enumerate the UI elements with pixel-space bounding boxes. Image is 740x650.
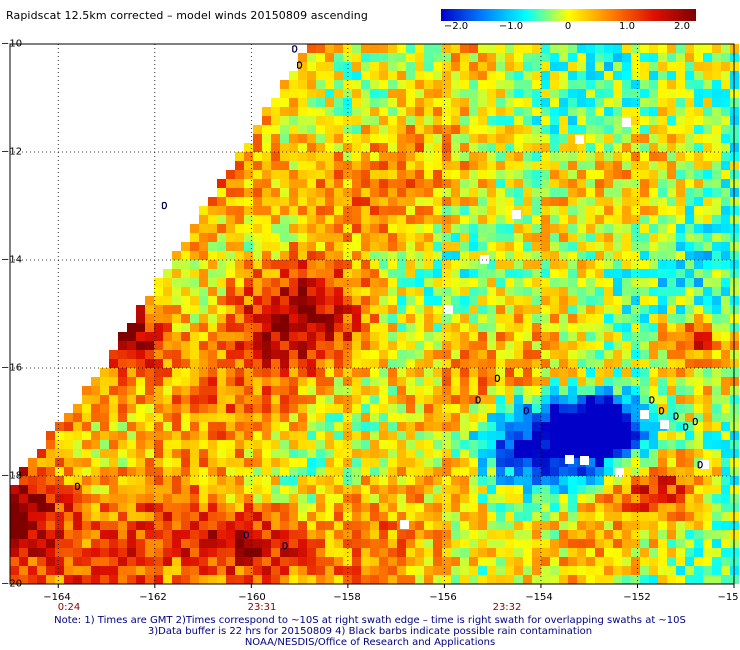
colorbar-gradient <box>441 9 696 21</box>
footnote-times: Note: 1) Times are GMT 2)Times correspon… <box>54 615 686 626</box>
rain-flag-mark <box>523 407 530 415</box>
missing-data-cell <box>622 118 631 127</box>
lat-label-10: −10 <box>1 38 23 50</box>
colorbar-label-neg2: −2.0 <box>443 21 469 32</box>
missing-data-cell <box>565 455 574 464</box>
colorbar-label-pos2: 2.0 <box>674 21 690 32</box>
rain-flag-mark <box>697 461 703 469</box>
rain-flag-mark <box>292 45 298 53</box>
colorbar-label-zero: 0 <box>564 21 572 32</box>
time-label-2331: 23:31 <box>247 602 277 613</box>
lon-label-162: −162 <box>139 592 167 603</box>
lat-label-14: −14 <box>1 254 23 266</box>
rain-flag-mark <box>683 423 689 431</box>
time-label-0024: 0:24 <box>57 602 81 613</box>
lon-label-164: −164 <box>43 592 71 603</box>
missing-data-cell <box>615 468 624 477</box>
footnote-credit: NOAA/NESDIS/Office of Research and Appli… <box>244 637 496 648</box>
map-title: Rapidscat 12.5km corrected – model winds… <box>6 9 368 22</box>
rain-flag-mark <box>282 542 288 550</box>
rain-flag-mark <box>297 61 303 69</box>
rain-flag-mark <box>74 482 81 491</box>
rain-flag-mark <box>659 407 665 415</box>
lon-label-150: −15 <box>717 592 739 603</box>
wind-difference-field <box>10 44 739 584</box>
lat-label-18: −18 <box>1 470 23 482</box>
lon-label-152: −152 <box>623 592 651 603</box>
missing-data-cell <box>580 456 589 465</box>
rain-flag-mark <box>494 374 501 383</box>
missing-data-cell <box>640 410 649 419</box>
lat-label-16: −16 <box>1 362 23 374</box>
missing-data-cell <box>480 255 489 264</box>
rain-flag-mark <box>243 531 250 539</box>
lon-label-158: −158 <box>333 592 361 603</box>
colorbar-label-pos1: 1.0 <box>619 21 635 32</box>
colorbar-label-neg1: −1.0 <box>498 21 524 32</box>
graticule <box>10 44 734 584</box>
rain-flag-mark <box>475 396 481 404</box>
missing-data-cell <box>400 520 409 529</box>
map-frame <box>9 43 735 585</box>
missing-data-cell <box>444 305 453 314</box>
rain-flag-mark <box>161 201 168 210</box>
missing-data-cell <box>512 210 521 219</box>
rain-flag-mark <box>692 417 698 426</box>
lon-label-160: −160 <box>238 592 266 603</box>
lon-label-154: −154 <box>525 592 553 603</box>
footnote-buffer: 3)Data buffer is 22 hrs for 20150809 4) … <box>147 626 593 637</box>
lon-label-156: −156 <box>429 592 457 603</box>
missing-data-cell <box>700 460 709 469</box>
missing-data-cell <box>575 135 584 144</box>
rain-flag-mark <box>673 412 679 420</box>
time-label-2332: 23:32 <box>492 602 522 613</box>
missing-data-cell <box>660 420 669 429</box>
lat-label-12: −12 <box>1 146 23 158</box>
rain-flag-mark <box>649 396 655 404</box>
colorbar: −2.0 −1.0 0 1.0 2.0 <box>441 9 696 33</box>
lat-label-20: −20 <box>1 578 23 590</box>
